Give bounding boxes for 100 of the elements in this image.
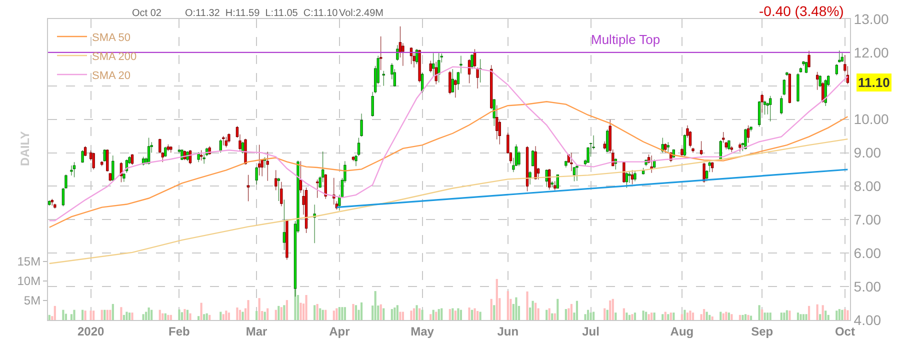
- bar: [827, 314, 830, 320]
- bar: [264, 312, 266, 320]
- bar: [73, 310, 76, 320]
- bar: [551, 313, 554, 320]
- bar: [667, 314, 670, 320]
- bar: [222, 314, 224, 320]
- bar: [324, 310, 327, 320]
- bar: [374, 291, 376, 320]
- bar: [708, 314, 711, 320]
- bar: [81, 310, 84, 320]
- bar: [106, 310, 108, 320]
- x-tick-label: Jul: [582, 324, 600, 338]
- bar: [203, 314, 206, 320]
- bar: [470, 310, 474, 320]
- bar: [242, 312, 244, 320]
- bar: [750, 316, 752, 320]
- bar: [576, 300, 578, 320]
- x-tick-label: Oct: [834, 324, 855, 338]
- bar: [180, 312, 184, 320]
- bar: [48, 314, 50, 320]
- bar: [841, 310, 844, 320]
- bar: [670, 312, 672, 320]
- bar: [836, 310, 838, 320]
- bar: [104, 310, 106, 320]
- bar: [162, 313, 164, 320]
- bar: [648, 314, 650, 320]
- bar: [266, 308, 269, 320]
- bar: [628, 314, 631, 320]
- bar: [534, 302, 537, 320]
- x-tick-label: Jun: [497, 324, 519, 338]
- x-tick-label: Apr: [329, 324, 350, 338]
- bar: [548, 308, 550, 320]
- bar: [626, 312, 628, 320]
- bar: [634, 312, 636, 320]
- bar: [198, 316, 200, 320]
- y-tick-label: 9.00: [854, 144, 882, 161]
- bar: [609, 300, 612, 320]
- bar: [236, 307, 238, 320]
- bar: [764, 312, 766, 320]
- bar: [109, 310, 112, 320]
- bar: [604, 308, 606, 320]
- bar: [360, 302, 363, 320]
- bar: [730, 314, 733, 320]
- bar: [846, 310, 849, 320]
- bar: [606, 310, 608, 320]
- bar: [430, 314, 432, 320]
- bar: [650, 312, 653, 320]
- candlestick: [246, 174, 250, 202]
- legend-label: SMA 200: [92, 50, 137, 63]
- x-tick-label: Sep: [751, 324, 774, 338]
- bar: [189, 313, 192, 320]
- bar: [742, 314, 744, 320]
- y-tick-label: 12.00: [854, 44, 890, 60]
- y2-tick-label: 15M: [17, 254, 41, 269]
- bar: [112, 304, 114, 320]
- annotation: Vol:2.49M: [339, 8, 384, 19]
- x-tick-label: May: [410, 324, 434, 338]
- bar: [341, 307, 344, 320]
- bar: [100, 310, 103, 320]
- bar: [382, 308, 385, 320]
- bar: [184, 309, 186, 320]
- bar: [120, 307, 122, 320]
- bar: [274, 310, 277, 320]
- annotation: O:11.32 H:11.59 L:11.05 C:11.10: [185, 8, 338, 19]
- line-series: [48, 101, 848, 228]
- bar: [90, 310, 92, 320]
- y-tick-label: 7.00: [854, 212, 882, 228]
- bar: [84, 310, 86, 320]
- bar: [612, 298, 614, 320]
- bar: [322, 310, 324, 320]
- legend-label: SMA 50: [92, 32, 131, 44]
- bar: [258, 298, 260, 320]
- bar: [490, 298, 492, 320]
- bar: [158, 310, 161, 320]
- bar: [228, 312, 230, 320]
- bar: [783, 312, 786, 320]
- bar: [305, 294, 308, 320]
- bar: [844, 309, 846, 320]
- bar: [432, 310, 434, 320]
- bar: [283, 305, 286, 320]
- bar: [344, 307, 346, 320]
- bar: [808, 306, 810, 320]
- bar: [720, 312, 722, 320]
- bar: [220, 312, 222, 320]
- bar: [788, 310, 791, 320]
- bar: [399, 312, 402, 320]
- bar: [278, 306, 280, 320]
- bar: [584, 314, 586, 320]
- annotation: Oct 02: [132, 8, 162, 19]
- bar: [70, 314, 73, 320]
- bar: [410, 310, 412, 320]
- bar: [744, 314, 747, 320]
- bar: [631, 314, 634, 320]
- bar: [206, 313, 208, 320]
- x-tick-label: Mar: [246, 324, 268, 338]
- bar: [496, 278, 498, 320]
- bar: [316, 304, 318, 320]
- bar: [725, 312, 728, 320]
- bar: [438, 309, 440, 320]
- bar: [286, 300, 288, 320]
